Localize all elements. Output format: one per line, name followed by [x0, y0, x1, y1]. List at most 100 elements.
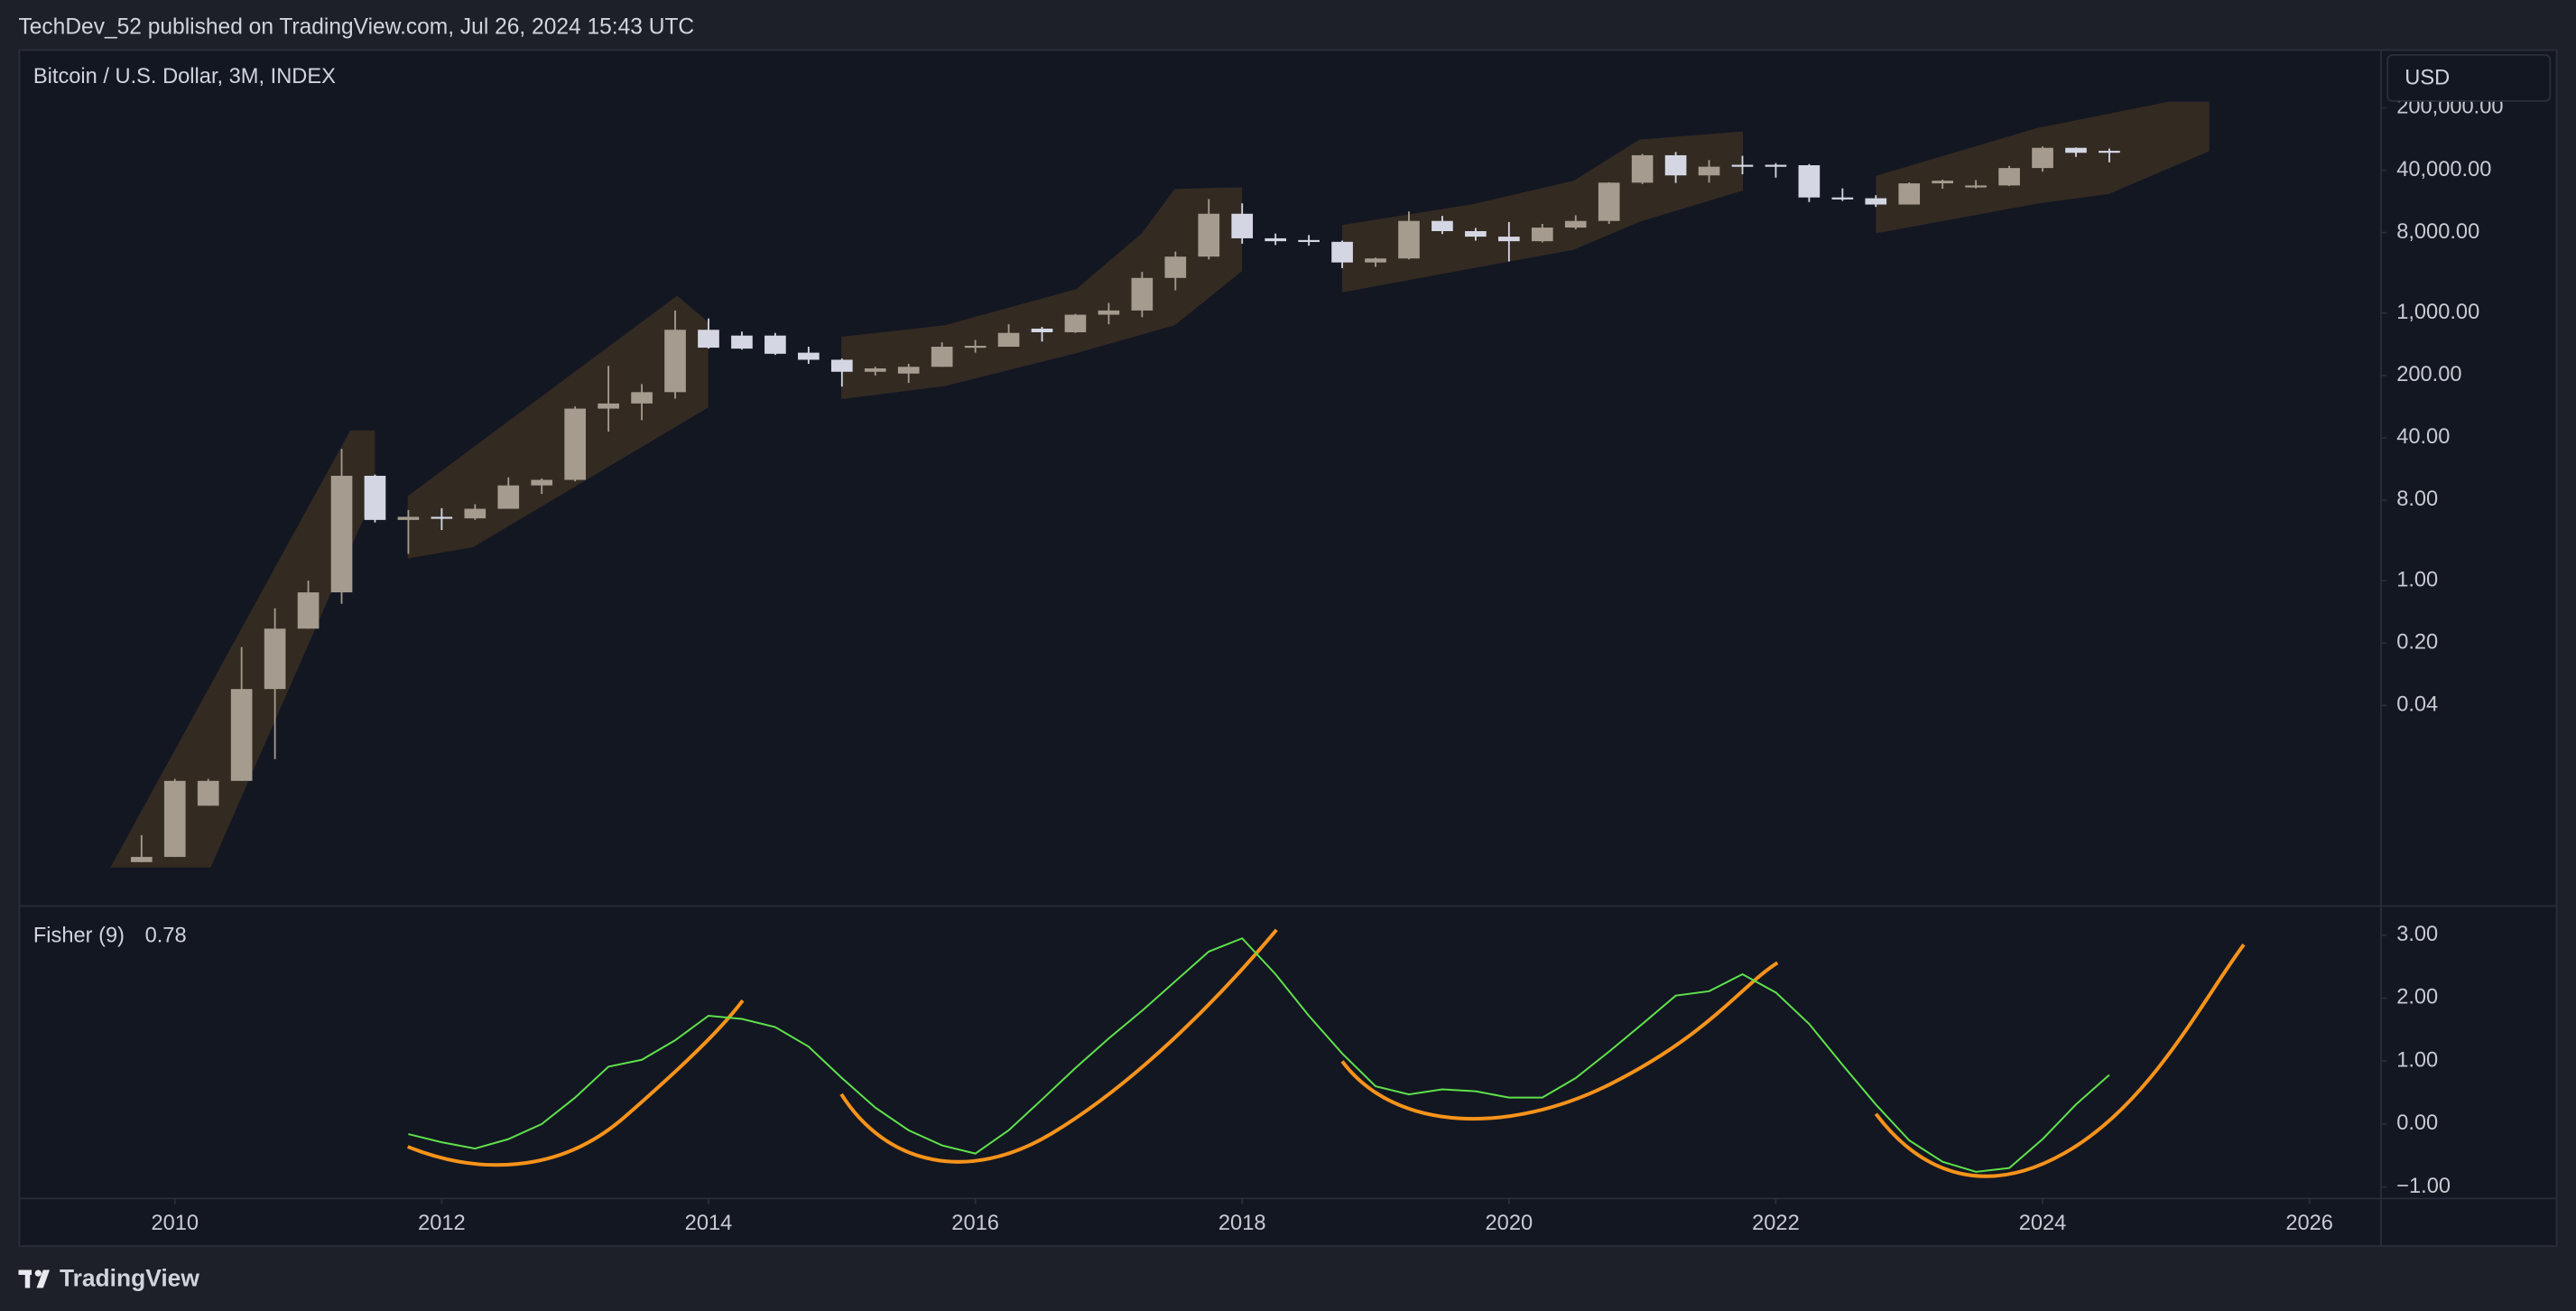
- indicator-line: [408, 937, 2110, 1173]
- candle-body: [1865, 198, 1887, 205]
- logo-part: [24, 1269, 31, 1288]
- arc: [839, 928, 1278, 1164]
- arc: [1874, 944, 2246, 1178]
- y-tick-label: 0.20: [2396, 630, 2438, 654]
- y-tick-label: −1.00: [2396, 1175, 2451, 1198]
- candle-body: [1365, 258, 1386, 263]
- candle-body: [1465, 231, 1487, 237]
- candle-body: [631, 392, 653, 404]
- y-tick-label: 40,000.00: [2396, 158, 2491, 181]
- indicator-name: Fisher (9): [33, 924, 125, 947]
- candle-body: [1598, 182, 1620, 221]
- x-tick-label: 2024: [2019, 1212, 2067, 1235]
- channel: [407, 295, 709, 559]
- y-tick-label: 1,000.00: [2396, 301, 2479, 324]
- candle-body: [197, 780, 219, 806]
- candle-body: [297, 592, 320, 629]
- y-tick-label: 2.00: [2396, 986, 2438, 1009]
- x-tick-label: 2012: [418, 1212, 466, 1235]
- candle-body: [230, 689, 253, 781]
- candle-body: [864, 368, 886, 372]
- candle-body: [163, 780, 186, 858]
- candle-body: [464, 508, 486, 519]
- y-tick-label: 200.00: [2396, 363, 2461, 386]
- candle-body: [1664, 154, 1687, 176]
- candle-body: [1965, 185, 1987, 188]
- candle-body: [1064, 314, 1087, 333]
- candle-body: [1231, 213, 1254, 238]
- x-tick-label: 2026: [2285, 1212, 2333, 1235]
- candle-body: [1898, 183, 1921, 205]
- candle-body: [964, 346, 987, 349]
- candle-body: [1831, 197, 1854, 200]
- candle-body: [1131, 277, 1154, 311]
- candle-body: [1298, 239, 1320, 243]
- y-tick-label: 3.00: [2396, 923, 2438, 946]
- y-tick-label: 8,000.00: [2396, 220, 2479, 244]
- x-tick-label: 2010: [151, 1212, 199, 1235]
- candle-body: [431, 516, 453, 519]
- candle-body: [364, 475, 386, 520]
- x-tick-label: 2014: [685, 1212, 733, 1235]
- arc: [406, 999, 745, 1167]
- candle-body: [1698, 166, 1720, 176]
- candle-body: [2032, 147, 2053, 169]
- y-tick-label: 0.04: [2396, 693, 2438, 717]
- logo-part: [36, 1269, 51, 1288]
- candle-body: [2065, 147, 2087, 153]
- candle-body: [764, 335, 786, 354]
- candle-body: [264, 628, 286, 690]
- brand-logo: [18, 1269, 51, 1288]
- candle-body: [2099, 151, 2120, 153]
- candle-body: [1164, 256, 1187, 278]
- candle-body: [1398, 220, 1420, 259]
- candle-body: [830, 359, 853, 372]
- y-tick-label: 1.00: [2396, 1048, 2438, 1072]
- logo-part: [34, 1269, 42, 1277]
- indicator-value: 0.78: [145, 924, 187, 947]
- currency-button[interactable]: [2386, 54, 2552, 102]
- marks: 200,000.0040,000.008,000.001,000.00200.0…: [130, 96, 2504, 1235]
- x-tick-label: 2018: [1219, 1212, 1266, 1235]
- candle-body: [698, 330, 719, 349]
- y-tick-label: 0.00: [2396, 1111, 2438, 1135]
- candle-body: [1564, 220, 1587, 228]
- candle-body: [497, 485, 520, 509]
- y-tick-label: 40.00: [2396, 425, 2450, 449]
- publish-header: TechDev_52 published on TradingView.com,…: [18, 14, 694, 39]
- x-tick-label: 2022: [1752, 1212, 1800, 1235]
- candle-body: [1432, 220, 1453, 232]
- arc: [1340, 961, 1779, 1121]
- symbol-title: Bitcoin / U.S. Dollar, 3M, INDEX: [33, 65, 336, 88]
- candle-body: [897, 367, 920, 374]
- brand-name: TradingView: [60, 1264, 199, 1291]
- candle-body: [1031, 328, 1053, 333]
- candle-body: [1798, 165, 1821, 198]
- x-tick-label: 2020: [1486, 1212, 1534, 1235]
- candle-body: [1998, 168, 2020, 186]
- candle-body: [997, 332, 1020, 348]
- candle-body: [798, 352, 820, 360]
- candle-body: [1497, 237, 1520, 242]
- y-tick-label: 1.00: [2396, 568, 2438, 591]
- candle-body: [531, 479, 553, 486]
- candle-body: [664, 330, 686, 393]
- currency-label[interactable]: USD: [2405, 67, 2450, 90]
- candle-body: [731, 335, 753, 349]
- candle-body: [1631, 154, 1654, 183]
- channel: [110, 430, 375, 868]
- candle-body: [1531, 228, 1553, 242]
- candle-body: [130, 857, 153, 862]
- candle-body: [564, 408, 587, 480]
- candle-body: [598, 403, 619, 409]
- y-tick-label: 8.00: [2396, 488, 2438, 511]
- candle-body: [1198, 213, 1220, 257]
- candle-body: [1331, 241, 1353, 263]
- candle-body: [1765, 164, 1787, 167]
- candle-body: [1731, 164, 1754, 167]
- candle-body: [1098, 310, 1120, 315]
- chart-frame: [18, 49, 2558, 1248]
- candle-body: [397, 516, 420, 520]
